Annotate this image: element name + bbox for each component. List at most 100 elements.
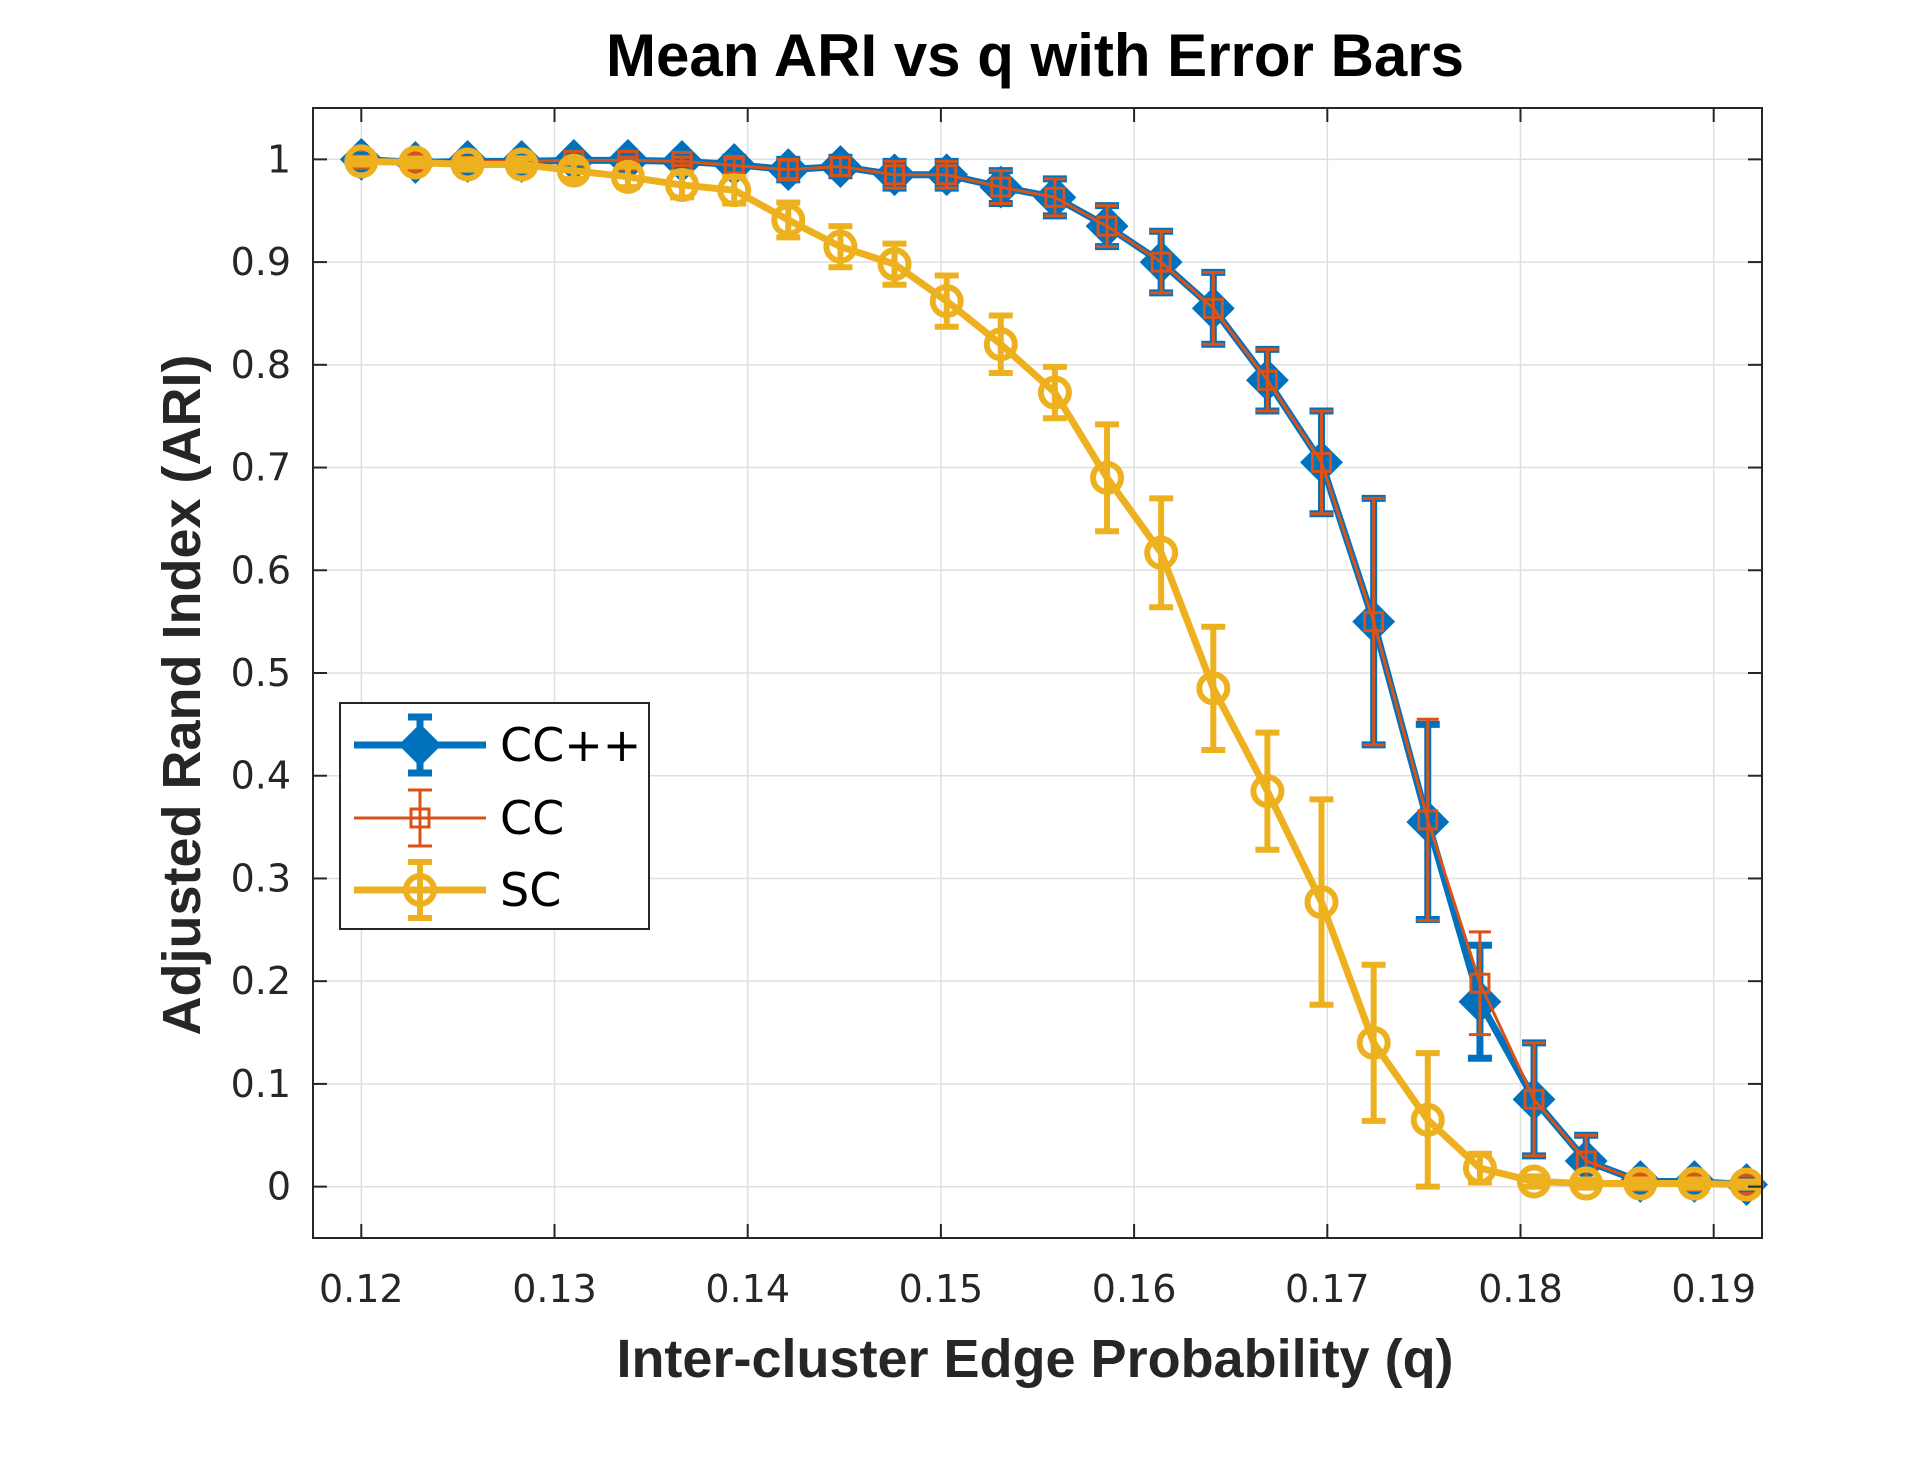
error-bar <box>1468 930 1491 1037</box>
legend-entry-ccplusplus: CC++ <box>354 713 641 777</box>
data-point <box>1250 774 1285 809</box>
error-bar <box>671 155 694 168</box>
x-tick-label: 0.13 <box>512 1267 597 1311</box>
grid-lines <box>313 108 1762 1238</box>
series-sc <box>344 144 1764 1202</box>
y-tick-label: 0.4 <box>231 754 291 798</box>
error-bar <box>509 155 534 174</box>
error-bar <box>1415 1050 1440 1190</box>
data-point <box>1410 1102 1445 1137</box>
data-point <box>1469 972 1491 994</box>
data-point <box>717 173 752 208</box>
error-bar <box>1309 796 1334 1008</box>
y-tick-label: 0.6 <box>231 548 291 592</box>
y-tick-label: 0.5 <box>231 651 291 695</box>
y-tick-label: 0 <box>267 1165 291 1209</box>
error-bar <box>1043 177 1066 218</box>
y-tick-label: 0.2 <box>231 959 291 1003</box>
x-tick-label: 0.16 <box>1092 1267 1177 1311</box>
data-point <box>1037 375 1072 410</box>
legend-label: CC++ <box>500 718 641 772</box>
error-bar <box>1095 421 1120 535</box>
legend-marker <box>409 807 431 829</box>
y-tick-label: 0.9 <box>231 240 291 284</box>
chart-title: Mean ARI vs q with Error Bars <box>606 22 1464 89</box>
data-point <box>929 284 964 319</box>
data-point <box>936 164 958 186</box>
data-point <box>1523 1088 1545 1110</box>
data-point <box>344 144 379 179</box>
x-tick-label: 0.15 <box>899 1267 984 1311</box>
data-point <box>771 202 806 237</box>
axis-ticks: 0.12 0.13 0.14 0.15 0.16 0.17 0.18 0.19 0 0.1 0.2 0… <box>231 108 1762 1311</box>
y-tick-label: 0.8 <box>231 343 291 387</box>
data-point <box>1096 215 1118 237</box>
data-point <box>1202 297 1224 319</box>
data-point <box>877 247 912 282</box>
data-point <box>1196 671 1231 706</box>
x-tick-label: 0.18 <box>1478 1267 1563 1311</box>
error-bar <box>934 272 959 330</box>
error-bar <box>1149 495 1174 611</box>
y-tick-label: 1 <box>267 137 291 181</box>
data-point <box>777 159 799 181</box>
error-bar <box>1256 347 1279 413</box>
x-axis-label: Inter-cluster Edge Probability (q) <box>616 1329 1453 1389</box>
data-point <box>884 164 906 186</box>
legend-marker <box>403 873 437 907</box>
error-bar <box>1574 1176 1599 1191</box>
error-bar <box>403 155 428 170</box>
legend-label: SC <box>500 863 561 917</box>
error-bar <box>1682 1176 1707 1191</box>
error-bar <box>1202 270 1225 346</box>
data-point <box>1044 186 1066 208</box>
data-point <box>1311 451 1333 473</box>
data-point <box>556 153 591 188</box>
data-point <box>823 229 858 264</box>
x-tick-label: 0.12 <box>319 1267 404 1311</box>
error-bar <box>1255 729 1280 853</box>
data-point <box>450 147 485 182</box>
data-point <box>1569 1166 1604 1201</box>
error-bar <box>1310 409 1333 516</box>
data-point <box>1462 1151 1497 1186</box>
x-tick-label: 0.17 <box>1285 1267 1370 1311</box>
data-point <box>1677 1166 1712 1201</box>
legend-entry-cc: CC <box>354 788 564 848</box>
y-axis-label: Adjusted Rand Index (ARI) <box>152 354 212 1035</box>
data-point <box>398 145 433 180</box>
data-point <box>990 176 1012 198</box>
error-bar <box>1361 961 1386 1124</box>
series-line <box>361 155 1747 1189</box>
y-tick-label: 0.3 <box>231 856 291 900</box>
x-tick-label: 0.19 <box>1671 1267 1756 1311</box>
error-bar <box>349 155 374 168</box>
data-point <box>1729 1167 1764 1202</box>
error-bar <box>1628 1176 1653 1191</box>
x-tick-label: 0.14 <box>705 1267 790 1311</box>
data-point <box>829 156 851 178</box>
series-line <box>361 157 1747 1187</box>
error-bar <box>1201 623 1226 754</box>
data-point <box>610 159 645 194</box>
data-point <box>983 327 1018 362</box>
data-point <box>1304 885 1339 920</box>
data-point <box>504 147 539 182</box>
error-bar <box>1150 229 1173 295</box>
y-tick-label: 0.7 <box>231 446 291 490</box>
legend-label: CC <box>500 791 564 845</box>
data-point <box>1363 611 1385 633</box>
y-tick-label: 0.1 <box>231 1062 291 1106</box>
legend-entry-sc: SC <box>354 859 561 921</box>
error-bar <box>989 169 1012 206</box>
series-cc <box>350 148 1758 1196</box>
plot-series <box>339 137 1768 1206</box>
data-point <box>1144 535 1179 570</box>
error-bar <box>455 156 480 173</box>
error-bar <box>1522 1173 1547 1190</box>
data-point <box>1356 1025 1391 1060</box>
data-point <box>1256 369 1278 391</box>
error-bar <box>1362 496 1385 747</box>
data-point <box>1623 1166 1658 1201</box>
data-point <box>1417 809 1439 831</box>
